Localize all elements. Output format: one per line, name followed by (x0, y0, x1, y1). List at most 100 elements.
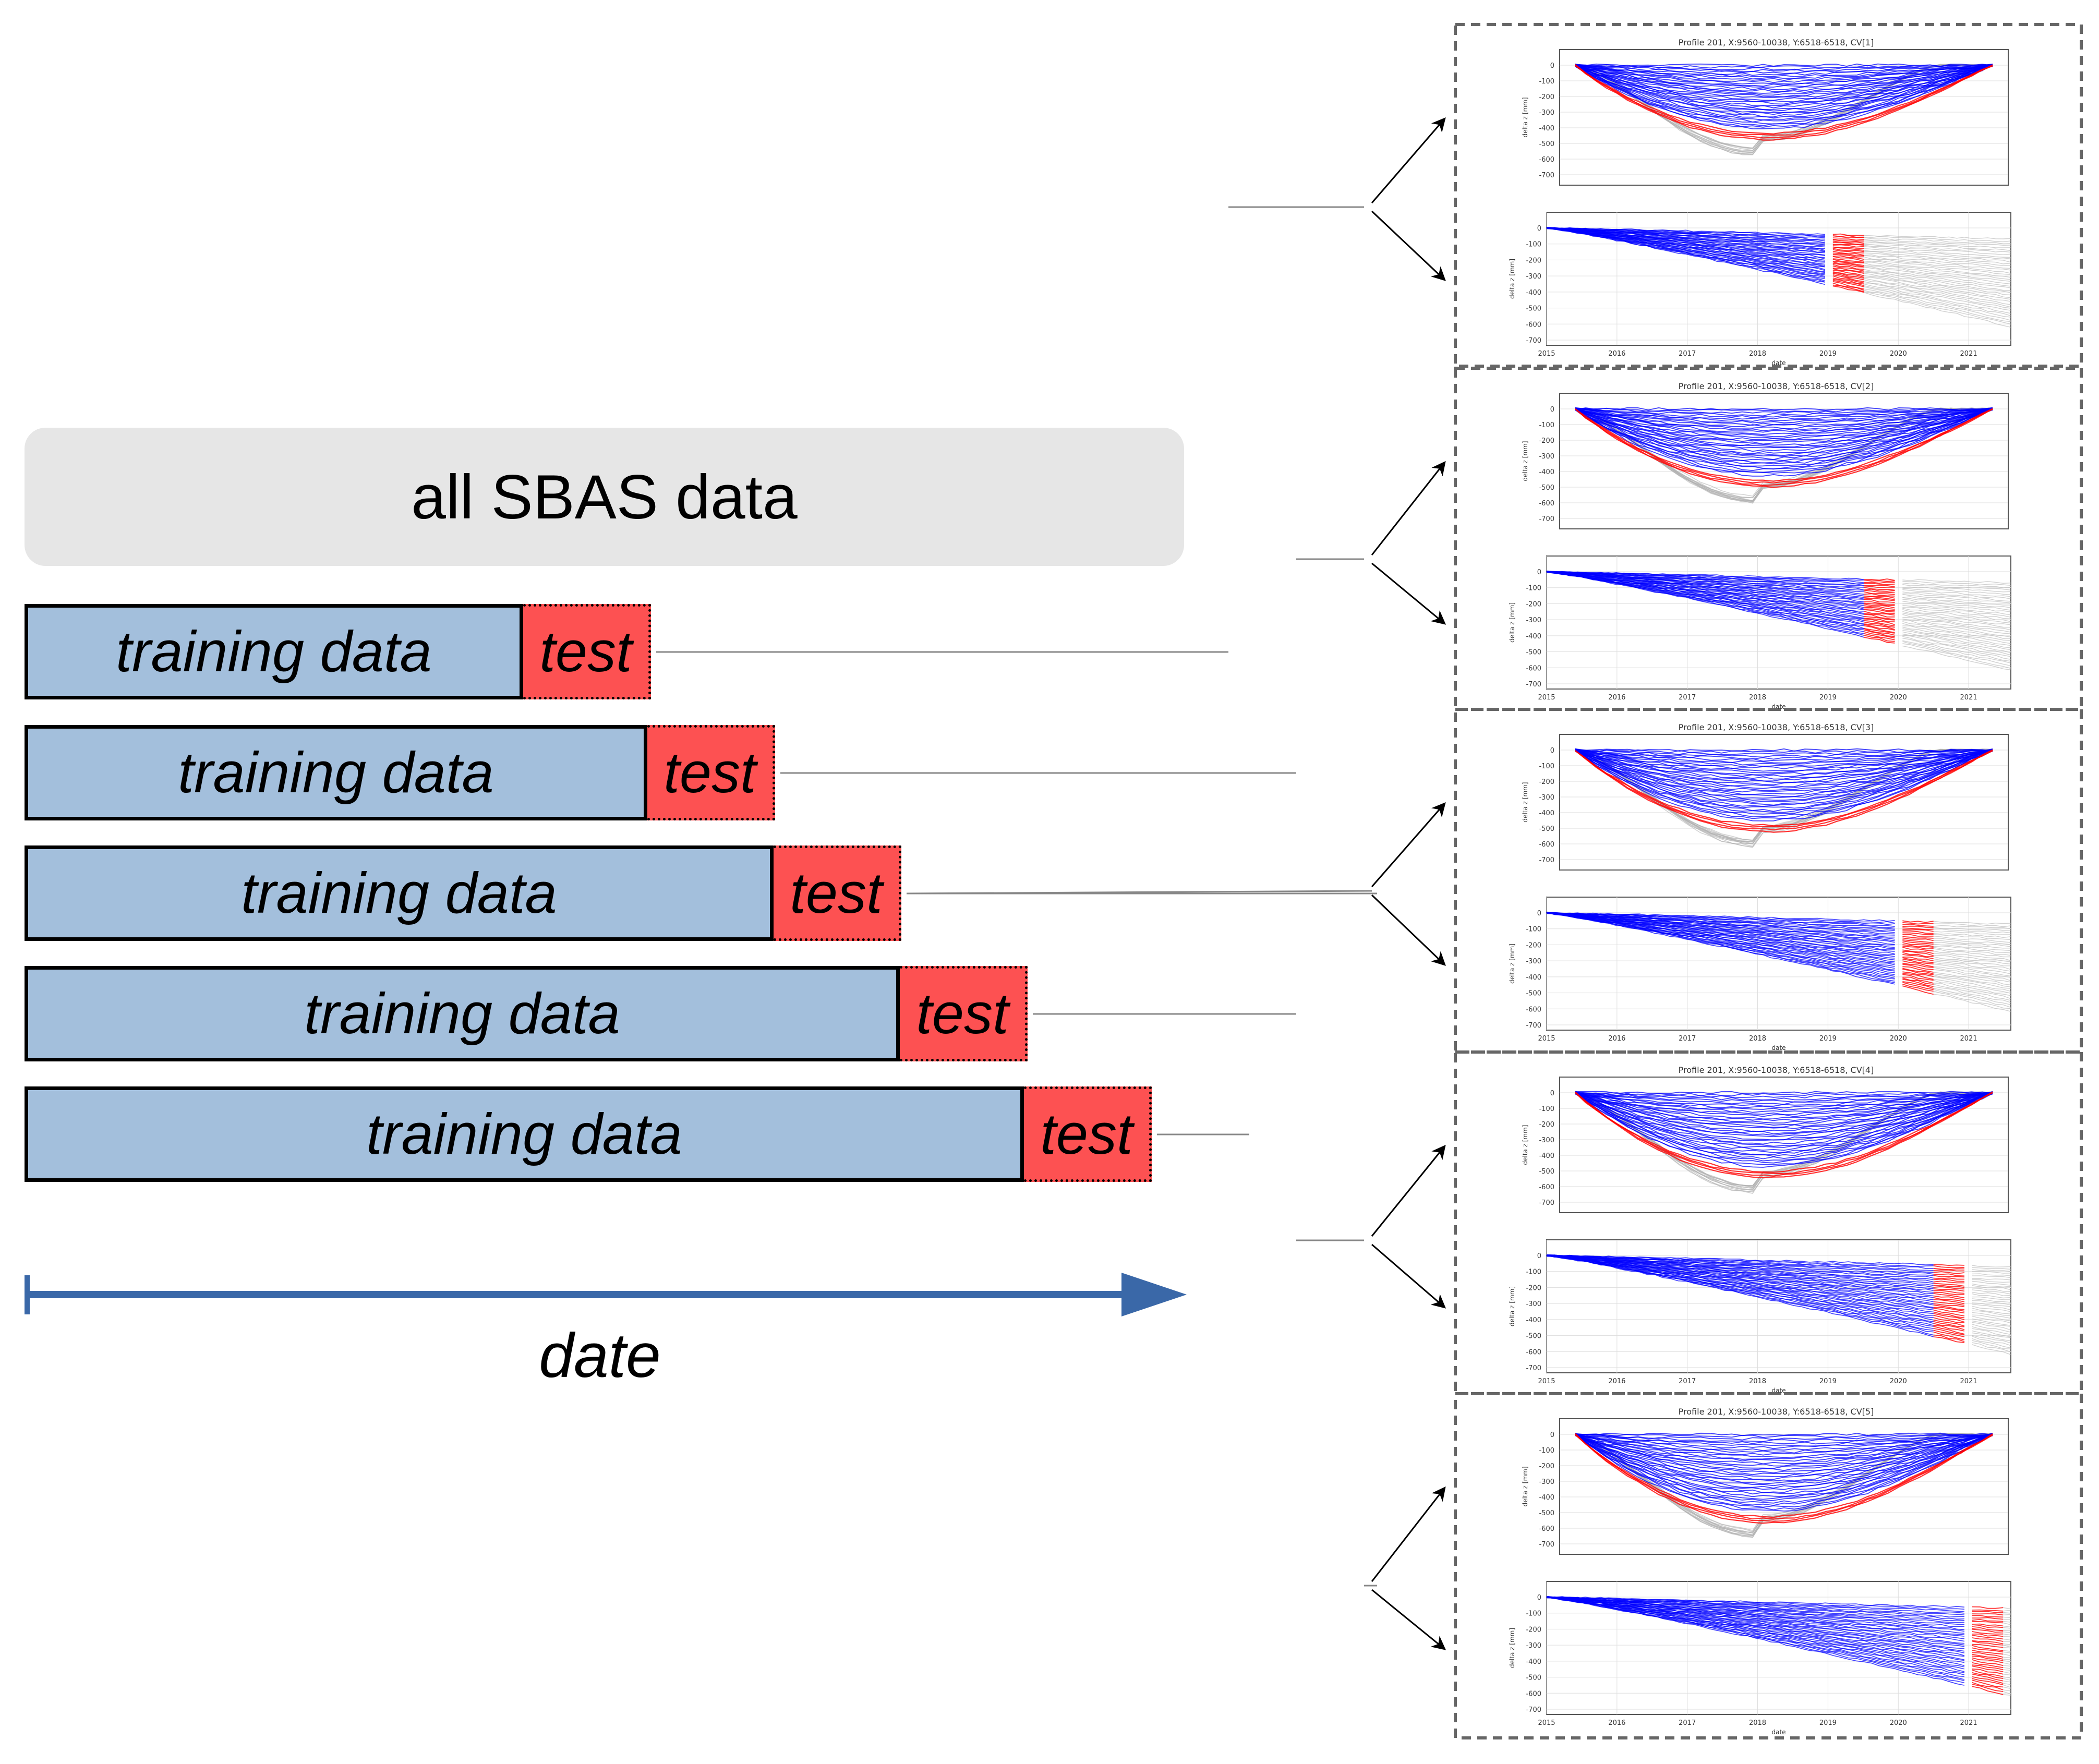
gray-series-line (1933, 950, 2011, 961)
gray-series-line (1972, 1332, 2011, 1342)
red-series-line (1933, 1293, 1965, 1299)
y-tick-label: -200 (1539, 437, 1554, 445)
blue-series-line (1575, 1093, 1993, 1129)
gray-series-line (1933, 921, 2011, 925)
x-tick-label: 2018 (1749, 694, 1766, 702)
red-series-line (1972, 1682, 2004, 1690)
red-series-line (1902, 974, 1934, 981)
red-series-line (1864, 607, 1895, 611)
red-series-line (1575, 64, 1993, 135)
y-tick-label: -200 (1526, 600, 1541, 608)
gray-series-line (1933, 958, 2011, 970)
gray-series-line (1864, 251, 2011, 264)
y-tick-label: -200 (1539, 93, 1554, 101)
gray-series-line (1933, 931, 2011, 935)
y-tick-label: -600 (1539, 156, 1554, 164)
red-series-line (1864, 598, 1895, 601)
gray-series-line (1902, 582, 2011, 588)
blue-series-line (1575, 64, 1993, 129)
blue-series-line (1575, 1093, 1993, 1165)
gray-series-line (1864, 291, 2011, 325)
gray-series-line (1972, 1330, 2011, 1338)
x-tick-label: 2020 (1890, 694, 1907, 702)
blue-series-line (1575, 1092, 1993, 1123)
red-series-line (1933, 1303, 1965, 1308)
gray-series-line (1972, 1318, 2011, 1326)
y-tick-label: -200 (1526, 257, 1541, 264)
blue-series-line (1575, 1091, 1993, 1168)
blue-series-line (1575, 748, 1993, 789)
red-series-line (1933, 1283, 1965, 1287)
gray-series-line (2003, 1607, 2011, 1610)
blue-series-line (1546, 572, 1864, 636)
y-tick-label: -600 (1539, 1183, 1554, 1191)
blue-series-line (1546, 1596, 1965, 1610)
red-series-line (1902, 966, 1934, 973)
red-series-line (1933, 1280, 1964, 1284)
x-tick-label: 2016 (1608, 1378, 1625, 1385)
red-series-line (1972, 1657, 2004, 1663)
red-series-line (1972, 1653, 2004, 1660)
red-series-line (1832, 260, 1864, 266)
blue-series-line (1546, 1596, 1965, 1612)
red-series-line (1575, 1433, 1993, 1520)
y-tick-label: -400 (1539, 468, 1554, 476)
date-axis-arrow (25, 1273, 1187, 1316)
gray-series-line (1864, 276, 2011, 302)
red-series-line (1933, 1299, 1965, 1304)
x-tick-label: 2017 (1679, 694, 1696, 702)
red-series-line (1832, 259, 1864, 264)
gray-series-line (1933, 944, 2011, 951)
red-series-line (1832, 248, 1864, 252)
gray-series-line (1575, 1433, 1993, 1537)
blue-series-line (1546, 570, 1864, 586)
red-series-line (1933, 1313, 1965, 1321)
gray-series-line (1933, 955, 2011, 964)
gray-series-line (1933, 994, 2011, 1012)
blue-series-line (1575, 1433, 1993, 1508)
gray-series-line (2003, 1684, 2011, 1688)
gray-series-line (1864, 255, 2011, 271)
gray-series-line (1902, 581, 2011, 586)
gray-series-line (2003, 1630, 2011, 1631)
gray-series-line (1933, 967, 2011, 981)
red-series-line (1902, 969, 1934, 975)
red-series-line (1933, 1309, 1965, 1316)
blue-series-line (1546, 1597, 1965, 1653)
y-tick-label: -300 (1526, 958, 1541, 965)
blue-series-line (1546, 1254, 1934, 1267)
gray-series-line (1864, 248, 2011, 259)
gray-series-line (1933, 953, 2011, 962)
red-series-line (1864, 583, 1895, 585)
red-series-line (1972, 1680, 2004, 1688)
blue-series-line (1575, 748, 1993, 782)
red-series-line (1902, 957, 1934, 963)
gray-series-line (1864, 273, 2011, 298)
gray-series-line (1864, 259, 2011, 275)
gray-series-line (1972, 1320, 2011, 1327)
red-series-line (1933, 1336, 1965, 1343)
blue-series-line (1575, 64, 1993, 120)
y-tick-label: -300 (1526, 1642, 1541, 1650)
red-series-line (1832, 258, 1864, 263)
gray-series-line (1972, 1300, 2011, 1306)
y-tick-label: -100 (1526, 926, 1541, 934)
red-series-line (1832, 279, 1864, 286)
gray-series-line (1902, 628, 2011, 648)
blue-series-line (1546, 1597, 1965, 1663)
gray-series-line (2003, 1610, 2011, 1612)
y-tick-label: -500 (1539, 1509, 1554, 1517)
y-axis-label: delta z [mm] (1509, 602, 1516, 643)
gray-series-line (2003, 1621, 2011, 1623)
gray-series-line (1933, 948, 2011, 958)
gray-series-line (1933, 990, 2011, 1009)
x-tick-label: 2021 (1960, 1378, 1977, 1385)
test-data-bar: test (900, 966, 1028, 1061)
gray-series-line (1972, 1291, 2011, 1296)
x-tick-label: 2019 (1819, 1719, 1837, 1727)
plot-title: Profile 201, X:9560-10038, Y:6518-6518, … (1679, 38, 1874, 47)
gray-series-line (2003, 1614, 2011, 1615)
blue-series-line (1575, 1091, 1993, 1151)
gray-series-line (1864, 239, 2011, 246)
gray-series-line (1933, 969, 2011, 983)
